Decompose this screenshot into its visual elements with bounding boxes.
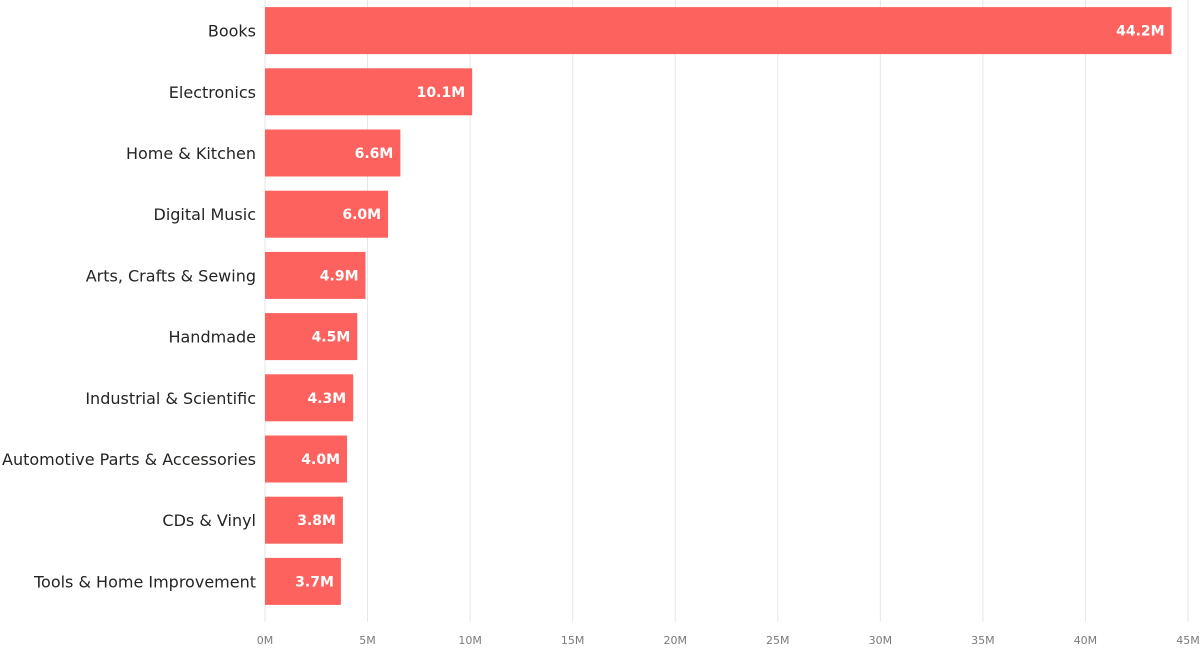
data-label: 4.9M	[320, 268, 359, 284]
category-labels: Books Electronics Home & Kitchen Digital Mu…	[2, 22, 256, 592]
bar[interactable]	[265, 251, 366, 299]
bar[interactable]	[265, 190, 389, 238]
data-label: 6.6M	[355, 146, 394, 162]
data-label: 4.0M	[301, 452, 340, 468]
data-label: 10.1M	[417, 85, 465, 101]
data-label: 6.0M	[342, 207, 381, 223]
category-label: Electronics	[169, 83, 256, 102]
category-label: Home & Kitchen	[126, 144, 256, 163]
x-tick-label: 40M	[1074, 634, 1098, 647]
data-label: 44.2M	[1116, 24, 1164, 40]
bar[interactable]	[265, 7, 1172, 55]
bar[interactable]	[265, 68, 473, 116]
bar[interactable]	[265, 557, 341, 605]
x-tick-label: 30M	[869, 634, 893, 647]
data-label: 3.8M	[297, 513, 336, 529]
category-label: Tools & Home Improvement	[33, 572, 256, 591]
x-tick-label: 5M	[359, 634, 376, 647]
bars	[265, 7, 1172, 605]
data-label: 4.5M	[312, 330, 351, 346]
category-label: Books	[208, 22, 256, 41]
bar[interactable]	[265, 313, 358, 361]
bar[interactable]	[265, 496, 343, 544]
x-tick-label: 25M	[766, 634, 790, 647]
x-axis-ticks: 0M 5M 10M 15M 20M 25M 30M 35M 40M 45M	[257, 634, 1200, 647]
category-label: Arts, Crafts & Sewing	[86, 266, 256, 285]
data-labels: 44.2M 10.1M 6.6M 6.0M 4.9M 4.5M 4.3M 4.0M 3.8M 3.…	[295, 24, 1164, 591]
category-label: Digital Music	[154, 205, 257, 224]
bar[interactable]	[265, 129, 401, 177]
category-label: Industrial & Scientific	[85, 389, 256, 408]
x-tick-label: 10M	[458, 634, 482, 647]
bar[interactable]	[265, 435, 348, 483]
x-tick-label: 20M	[663, 634, 687, 647]
x-tick-label: 15M	[561, 634, 585, 647]
bar[interactable]	[265, 374, 354, 422]
data-label: 3.7M	[295, 574, 334, 590]
category-label: Automotive Parts & Accessories	[2, 450, 256, 469]
data-label: 4.3M	[307, 391, 346, 407]
x-tick-label: 35M	[971, 634, 995, 647]
x-tick-label: 45M	[1176, 634, 1200, 647]
x-tick-label: 0M	[257, 634, 274, 647]
category-label: CDs & Vinyl	[162, 511, 256, 530]
category-label: Handmade	[168, 328, 256, 347]
